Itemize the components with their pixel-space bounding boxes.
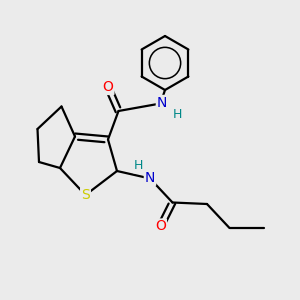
Text: S: S [81, 188, 90, 202]
Text: N: N [157, 96, 167, 110]
Text: N: N [145, 171, 155, 185]
Text: O: O [103, 80, 113, 94]
Text: H: H [172, 108, 182, 122]
Text: H: H [134, 159, 143, 172]
Text: O: O [155, 220, 166, 233]
